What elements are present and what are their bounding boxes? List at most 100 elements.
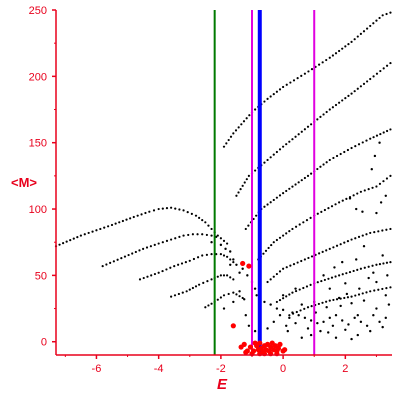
data-point bbox=[354, 237, 357, 240]
data-point bbox=[389, 128, 392, 131]
data-point bbox=[367, 188, 370, 191]
data-point bbox=[341, 260, 344, 264]
data-point bbox=[297, 181, 300, 184]
highlight-point bbox=[275, 345, 282, 351]
data-point bbox=[262, 252, 265, 255]
data-point bbox=[229, 250, 232, 253]
data-point bbox=[292, 263, 296, 266]
data-point bbox=[381, 14, 384, 17]
data-point bbox=[237, 126, 240, 129]
data-point bbox=[303, 72, 306, 75]
data-point bbox=[173, 294, 177, 297]
data-point bbox=[362, 299, 366, 302]
data-point bbox=[275, 150, 278, 154]
data-point bbox=[263, 300, 266, 304]
highlight-point bbox=[246, 263, 252, 269]
data-point bbox=[385, 287, 388, 290]
data-point bbox=[149, 245, 152, 248]
data-point bbox=[192, 257, 196, 261]
highlight-point bbox=[257, 340, 263, 346]
data-point bbox=[132, 215, 135, 219]
data-point bbox=[267, 246, 270, 250]
data-point bbox=[294, 287, 297, 290]
data-point bbox=[355, 207, 358, 211]
highlight-point bbox=[247, 344, 254, 350]
data-point bbox=[289, 264, 292, 267]
data-point bbox=[263, 100, 266, 103]
data-point bbox=[310, 305, 313, 308]
y-tick-label: 200 bbox=[29, 71, 47, 83]
x-axis-label: E bbox=[217, 376, 228, 393]
data-point bbox=[243, 298, 246, 301]
data-point bbox=[375, 134, 379, 137]
data-point bbox=[121, 219, 124, 223]
data-point bbox=[310, 255, 314, 258]
data-point bbox=[247, 324, 251, 328]
data-point bbox=[305, 285, 309, 288]
data-point bbox=[173, 264, 176, 268]
data-point bbox=[330, 205, 334, 208]
data-point bbox=[316, 281, 319, 284]
data-point bbox=[350, 238, 353, 241]
data-point bbox=[269, 278, 272, 281]
data-point bbox=[378, 141, 381, 144]
data-point bbox=[348, 197, 352, 200]
data-point bbox=[375, 263, 378, 266]
highlight-point bbox=[240, 260, 246, 267]
data-point bbox=[288, 314, 291, 317]
data-point bbox=[331, 106, 334, 109]
data-point bbox=[379, 69, 382, 73]
data-point bbox=[381, 287, 384, 291]
data-point bbox=[334, 203, 337, 206]
data-point bbox=[107, 225, 110, 228]
data-point bbox=[359, 267, 362, 270]
data-point bbox=[289, 81, 292, 84]
data-point bbox=[275, 196, 278, 199]
data-point bbox=[381, 254, 384, 257]
data-point bbox=[320, 279, 323, 283]
data-point bbox=[347, 43, 350, 46]
data-point bbox=[338, 274, 341, 277]
data-point bbox=[234, 129, 238, 132]
data-point bbox=[300, 259, 303, 263]
data-point bbox=[229, 135, 233, 138]
data-point bbox=[255, 214, 258, 217]
data-point bbox=[238, 295, 241, 298]
data-point bbox=[165, 268, 168, 271]
data-point bbox=[177, 263, 180, 266]
data-point bbox=[196, 256, 200, 259]
data-point bbox=[210, 253, 213, 256]
data-point bbox=[334, 275, 337, 278]
data-point bbox=[254, 108, 257, 111]
data-point bbox=[365, 291, 368, 294]
data-point bbox=[205, 253, 208, 256]
data-point bbox=[303, 307, 306, 310]
data-point bbox=[244, 313, 247, 317]
data-point bbox=[285, 232, 288, 235]
data-point bbox=[185, 290, 188, 293]
data-point bbox=[300, 74, 303, 78]
data-point bbox=[210, 278, 213, 281]
data-point bbox=[292, 79, 296, 82]
data-point bbox=[288, 187, 291, 190]
x-tick-label: -4 bbox=[154, 363, 164, 375]
data-point bbox=[369, 329, 372, 333]
data-point bbox=[387, 303, 391, 306]
data-point bbox=[243, 181, 246, 184]
data-point bbox=[298, 223, 301, 226]
data-point bbox=[291, 291, 294, 294]
data-point bbox=[222, 307, 226, 310]
data-point bbox=[365, 139, 368, 142]
data-point bbox=[328, 247, 331, 250]
data-point bbox=[316, 167, 319, 171]
data-point bbox=[382, 67, 385, 70]
data-point bbox=[341, 319, 344, 322]
data-point bbox=[269, 95, 272, 98]
data-point bbox=[285, 266, 288, 269]
data-point bbox=[215, 235, 218, 239]
data-point bbox=[365, 324, 369, 328]
data-point bbox=[194, 214, 198, 217]
data-point bbox=[316, 321, 319, 325]
data-point bbox=[371, 186, 374, 189]
